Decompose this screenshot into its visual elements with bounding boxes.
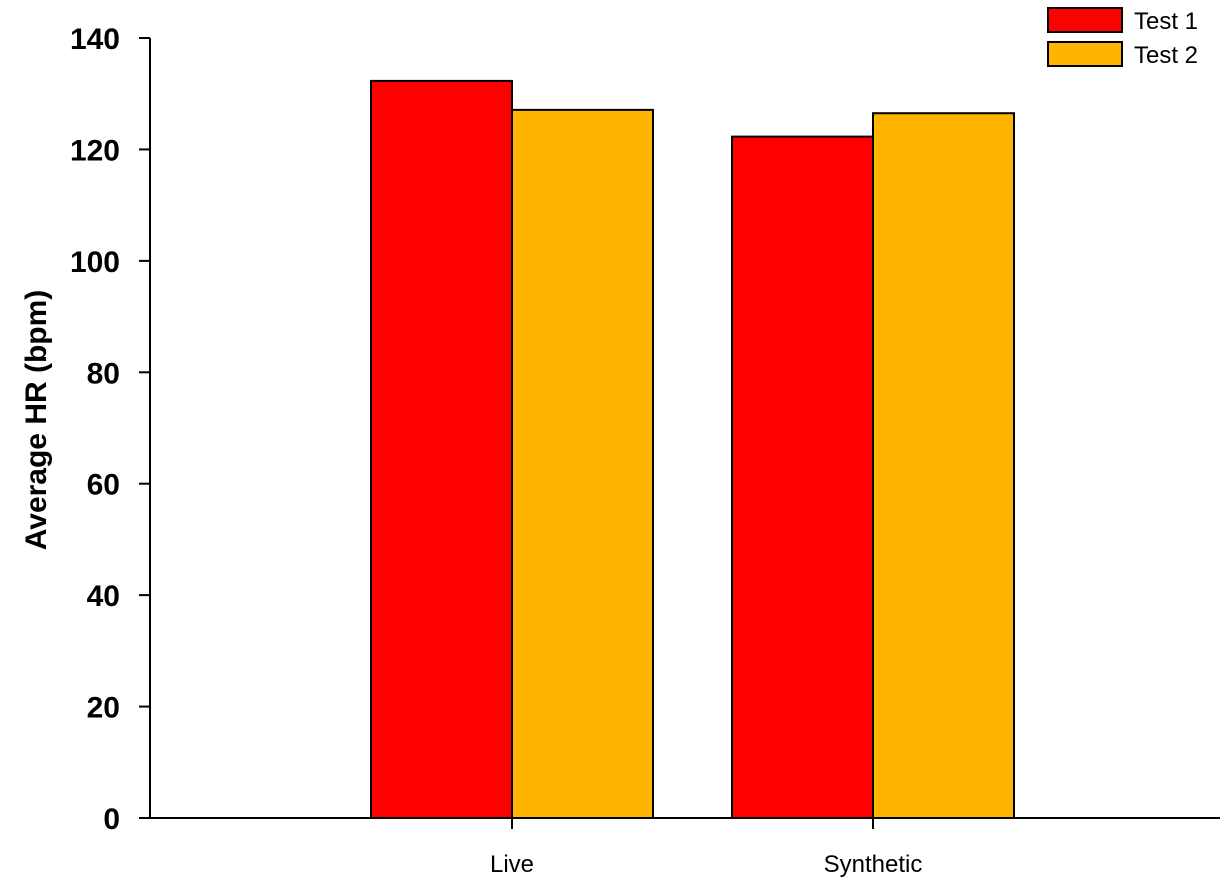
legend: Test 1 Test 2 <box>1047 7 1198 69</box>
y-tick-label: 100 <box>70 246 120 279</box>
x-tick-label: Live <box>490 851 534 878</box>
y-tick-label: 120 <box>70 134 120 167</box>
x-tick-label: Synthetic <box>824 851 923 878</box>
legend-swatch <box>1047 7 1123 33</box>
y-tick-label: 60 <box>87 469 120 502</box>
bar-synthetic-test-2 <box>872 112 1015 819</box>
legend-label: Test 1 <box>1134 8 1198 35</box>
x-ticks-group: Live Synthetic <box>490 818 922 878</box>
y-tick-label: 140 <box>70 23 120 56</box>
legend-label: Test 2 <box>1134 42 1198 69</box>
y-tick-label: 20 <box>87 692 120 725</box>
y-tick-label: 40 <box>87 580 120 613</box>
legend-swatch <box>1047 41 1123 67</box>
bar-synthetic-test-1 <box>731 135 874 820</box>
axes-group <box>149 38 1220 819</box>
bars-group <box>370 79 1015 820</box>
bar-live-test-1 <box>370 79 513 819</box>
y-tick-label: 0 <box>103 803 120 836</box>
y-axis-title: Average HR (bpm) <box>20 290 53 551</box>
y-tick-label: 80 <box>87 357 120 390</box>
bar-live-test-2 <box>511 108 654 820</box>
y-ticks-group: 0 20 40 60 80 100 120 140 <box>70 23 150 836</box>
